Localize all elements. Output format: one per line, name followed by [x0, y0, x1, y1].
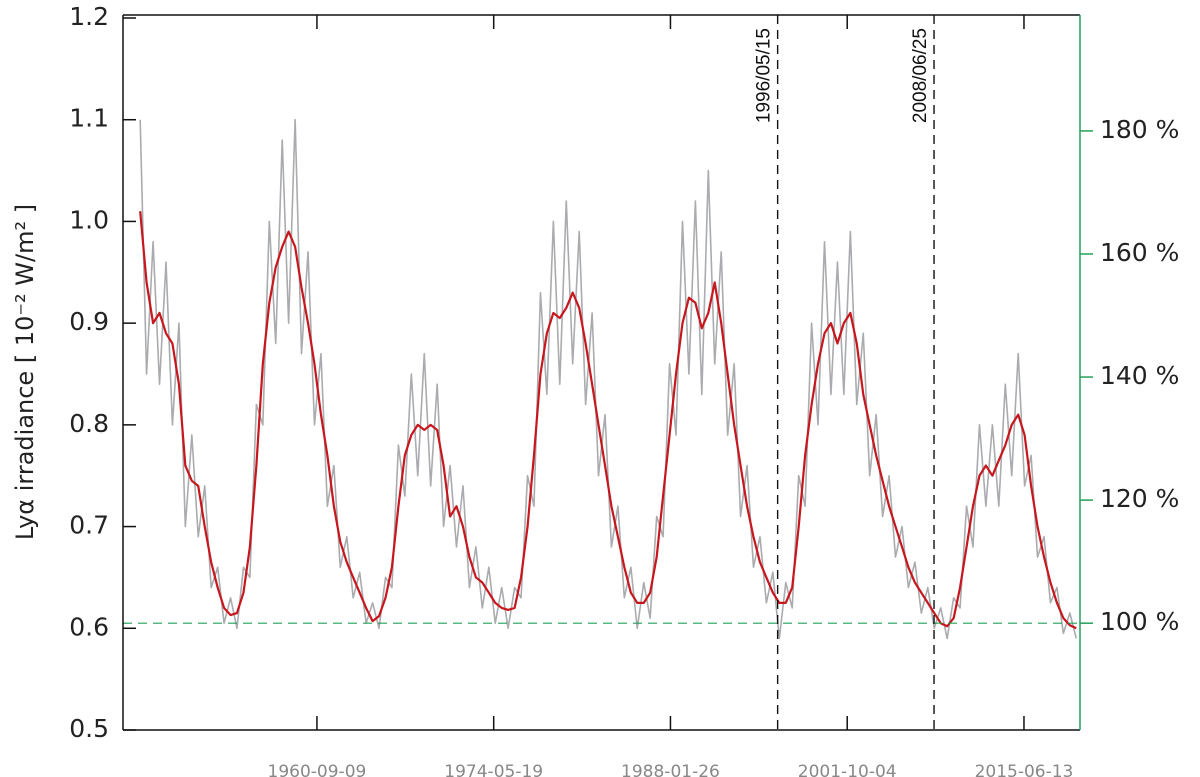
event-label: 2008/06/25 [910, 28, 931, 123]
y-tick-label: 1.0 [69, 205, 109, 234]
smoothed-series-line [139, 211, 1077, 630]
x-tick-label: 2015-06-13 [975, 762, 1074, 777]
y-tick-label: 1.1 [69, 104, 109, 133]
raw-series-line [139, 118, 1078, 640]
x-tick-label: 1974-05-19 [444, 762, 543, 777]
y2-tick-label: 120 % [1100, 484, 1179, 513]
y2-tick-label: 160 % [1100, 238, 1179, 267]
x-tick-label: 1960-09-09 [268, 762, 367, 777]
event-label: 1996/05/15 [754, 28, 775, 123]
y-tick-label: 0.5 [69, 714, 109, 743]
y2-tick-label: 180 % [1100, 115, 1179, 144]
y2-tick-label: 100 % [1100, 607, 1179, 636]
y2-tick-label: 140 % [1100, 361, 1179, 390]
x-tick-label: 1988-01-26 [621, 762, 720, 777]
y-tick-label: 0.8 [69, 409, 109, 438]
y-tick-label: 1.2 [69, 2, 109, 31]
y-axis-title: Lyα irradiance [ 10⁻² W/m² ] [11, 204, 39, 540]
y-tick-label: 0.7 [69, 511, 109, 540]
y-tick-label: 0.6 [69, 612, 109, 641]
y-tick-label: 0.9 [69, 307, 109, 336]
x-tick-label: 2001-10-04 [798, 762, 897, 777]
